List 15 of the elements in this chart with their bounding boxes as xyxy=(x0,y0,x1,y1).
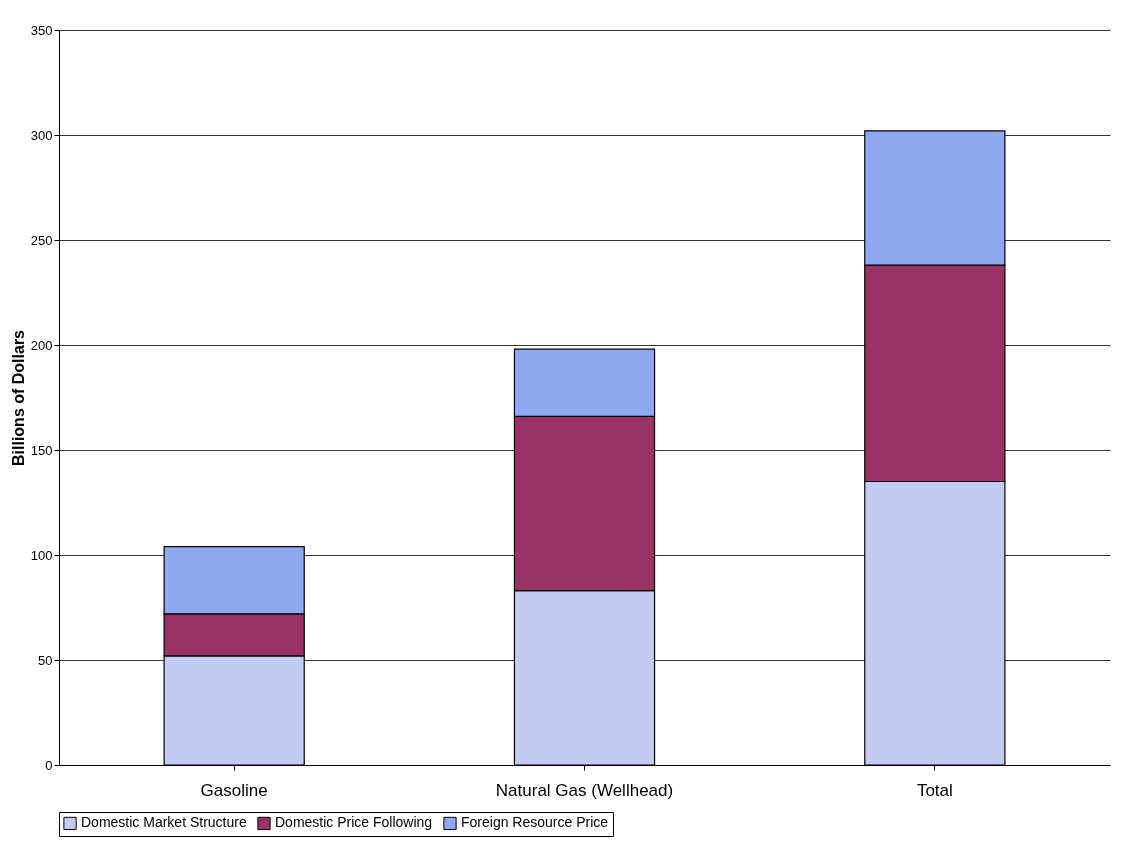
y-tick-label: 250 xyxy=(30,232,53,248)
y-tick-label: 150 xyxy=(30,442,53,458)
legend-label: Foreign Resource Price xyxy=(461,814,609,831)
y-axis-title: Billions of Dollars xyxy=(9,329,27,467)
y-tick-label: 50 xyxy=(38,652,53,668)
y-tick-label: 300 xyxy=(30,127,53,143)
legend-label: Domestic Market Structure xyxy=(81,814,247,831)
y-tick-label: 100 xyxy=(30,547,53,563)
y-tick-label: 0 xyxy=(45,757,53,773)
x-tick-label: Total xyxy=(916,780,953,800)
x-tick-label: Gasoline xyxy=(200,780,268,800)
y-tick-label: 350 xyxy=(30,22,53,38)
legend-label: Domestic Price Following xyxy=(275,814,433,831)
y-tick-label: 200 xyxy=(30,337,53,353)
x-tick-label: Natural Gas (Wellhead) xyxy=(495,780,674,800)
